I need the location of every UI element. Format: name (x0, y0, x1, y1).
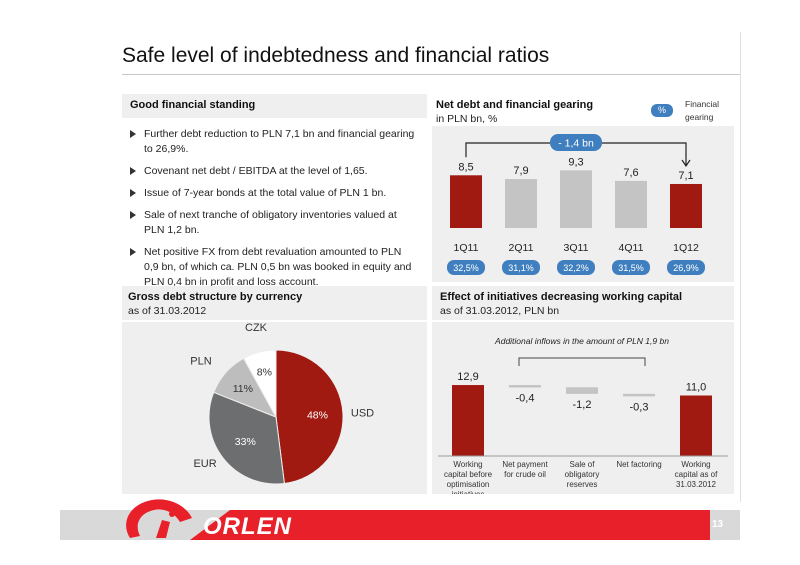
waterfall-category-label: Net factoring (616, 460, 661, 469)
waterfall-bar (509, 385, 541, 388)
net-debt-title: Net debt and financial gearing (436, 99, 594, 111)
orlen-logo-text: ORLEN (203, 513, 292, 540)
gearing-legend-pill: % (651, 104, 673, 117)
gross-debt-title: Gross debt structure by currency (128, 291, 303, 303)
net-debt-value-label: 7,9 (513, 165, 528, 177)
net-debt-value-label: 7,1 (678, 170, 693, 182)
gearing-pill (612, 260, 650, 275)
bullet-item: Further debt reduction to PLN 7,1 bn and… (128, 127, 418, 157)
bullet-arrow-icon (130, 189, 136, 197)
net-debt-bar (505, 179, 537, 228)
net-debt-category-label: 4Q11 (619, 242, 644, 254)
reduction-annotation: - 1,4 bn (558, 138, 594, 150)
waterfall-bar (566, 387, 598, 394)
bullet-item: Issue of 7-year bonds at the total value… (128, 186, 418, 201)
net-debt-bar (560, 170, 592, 228)
net-debt-bar (450, 175, 482, 228)
net-debt-value-label: 7,6 (623, 167, 638, 179)
good-standing-title: Good financial standing (130, 99, 256, 111)
working-capital-header-panel (432, 286, 734, 320)
gearing-legend-text: Financial gearing (685, 99, 720, 122)
orlen-eagle-logo-icon (126, 499, 192, 538)
bullet-arrow-icon (130, 167, 136, 175)
pie-category-label: EUR (193, 458, 216, 470)
gross-debt-subtitle: as of 31.03.2012 (128, 305, 207, 317)
pie-slice (243, 349, 277, 418)
waterfall-category-label: Sale of obligatory reserves (565, 460, 600, 489)
slide-title: Safe level of indebtedness and financial… (122, 44, 550, 67)
gearing-pill (502, 260, 540, 275)
bullet-arrow-icon (130, 130, 136, 138)
waterfall-value-label: -0,4 (516, 393, 535, 405)
bullet-item: Net positive FX from debt revaluation am… (128, 245, 418, 290)
gearing-pill (667, 260, 705, 275)
bullet-arrow-icon (130, 248, 136, 256)
gearing-pill (557, 260, 595, 275)
page-number: 13 (712, 519, 724, 530)
net-debt-bar (670, 183, 702, 228)
good-standing-header-panel (122, 94, 427, 118)
net-debt-subtitle: in PLN bn, % (436, 113, 498, 125)
gross-debt-pie-chart: 48% 33% 11% 8% USD EUR PLN CZK (190, 322, 374, 485)
net-debt-category-label: 3Q11 (564, 242, 589, 254)
net-debt-value-label: 8,5 (458, 161, 473, 173)
waterfall-value-label: -1,2 (573, 399, 592, 411)
pie-category-label: CZK (245, 322, 268, 334)
pie-percent-label: 8% (257, 367, 272, 379)
waterfall-bar (623, 393, 655, 397)
net-debt-bar (615, 180, 647, 228)
waterfall-category-label: Net payment for crude oil (502, 460, 548, 479)
working-capital-subtitle: as of 31.03.2012, PLN bn (440, 305, 560, 317)
pie-percent-label: 48% (307, 409, 328, 421)
waterfall-category-label: Working capital as of 31.03.2012 (675, 460, 718, 489)
net-debt-category-label: 1Q12 (673, 242, 699, 254)
pie-percent-label: 33% (235, 436, 256, 448)
waterfall-value-label: 12,9 (457, 371, 478, 383)
inflows-bracket (518, 357, 646, 366)
pie-slice (275, 349, 344, 485)
pie-slice (208, 391, 285, 485)
gearing-label: 32,2% (563, 263, 589, 273)
bullet-item: Covenant net debt / EBITDA at the level … (128, 164, 418, 179)
good-standing-bullets: Further debt reduction to PLN 7,1 bn and… (128, 127, 418, 297)
gearing-label: 32,5% (453, 263, 479, 273)
gearing-label: 26,9% (673, 263, 699, 273)
title-rule (122, 74, 740, 75)
gearing-label: 31,1% (508, 263, 534, 273)
net-debt-value-label: 9,3 (568, 156, 583, 168)
waterfall-value-label: 11,0 (686, 382, 707, 394)
waterfall-bar (680, 395, 712, 456)
reduction-arrow-icon (681, 159, 691, 168)
net-debt-category-label: 1Q11 (454, 242, 479, 254)
inflows-annotation: Additional inflows in the amount of PLN … (494, 336, 669, 346)
waterfall-bar (452, 385, 484, 456)
net-debt-category-label: 2Q11 (509, 242, 534, 254)
net-debt-chart: 8,5 1Q11 32,5% 7,9 2Q11 31,1% 9,3 3Q11 32,2% 7,6 4… (447, 134, 705, 275)
gearing-pill (447, 260, 485, 275)
right-divider (740, 32, 741, 502)
bullet-item: Sale of next tranche of obligatory inven… (128, 208, 418, 238)
reduction-pill (550, 134, 602, 151)
gearing-label: 31,5% (618, 263, 644, 273)
bullet-arrow-icon (130, 211, 136, 219)
pie-category-label: PLN (190, 355, 211, 367)
footer-red-band (290, 510, 710, 540)
gross-debt-header-panel (122, 286, 427, 320)
waterfall-value-label: -0,3 (630, 401, 649, 413)
pie-category-label: USD (351, 407, 374, 419)
pie-percent-label: 11% (233, 383, 253, 395)
working-capital-title: Effect of initiatives decreasing working… (440, 291, 683, 303)
